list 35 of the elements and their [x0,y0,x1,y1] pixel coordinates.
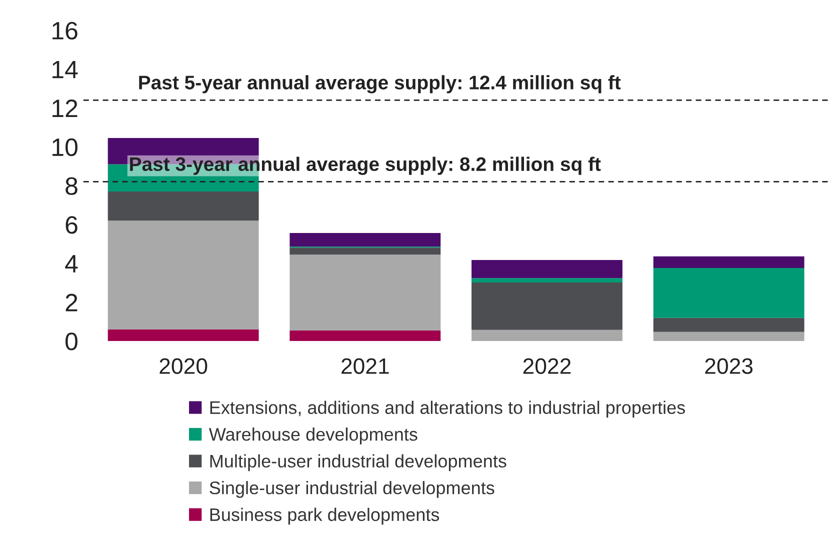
bar [472,260,622,278]
bar [472,330,622,341]
bar [290,254,441,330]
bar [290,248,441,255]
x-tick-label: 2021 [342,358,389,374]
y-tick-label: 2 [66,294,78,312]
bar [653,256,804,268]
legend-label: Multiple-user industrial developments [210,454,506,472]
y-tick-label: 4 [65,255,78,272]
bar [108,220,259,330]
bar [472,278,622,283]
bar [472,282,622,330]
ref-line-label: Past 3-year annual average supply: 8.2 million sq ft [130,156,601,175]
bar [290,330,441,341]
bar [653,318,804,332]
y-tick-label: 6 [66,216,78,234]
bar [108,329,259,341]
bar [108,191,259,221]
y-tick-label: 12 [52,100,78,117]
x-tick-label: 2022 [523,358,571,374]
legend-label: Single-user industrial developments [210,481,494,498]
bar [290,233,441,247]
legend-label: Business park developments [210,508,440,525]
legend-label: Extensions, additions and alterations to industrial properties [210,400,685,418]
bar [653,268,804,318]
y-tick-label: 10 [52,138,78,156]
x-tick-label: 2020 [160,358,208,374]
x-tick-label: 2023 [705,358,753,374]
y-tick-label: 16 [52,22,78,40]
y-tick-label: 8 [66,177,78,195]
y-tick-label: 0 [66,332,78,350]
y-tick-label: 14 [52,60,78,78]
bar [653,332,804,341]
legend-label: Warehouse developments [208,428,418,444]
ref-line-label: Past 5-year annual average supply: 12.4 million sq ft [139,75,621,94]
